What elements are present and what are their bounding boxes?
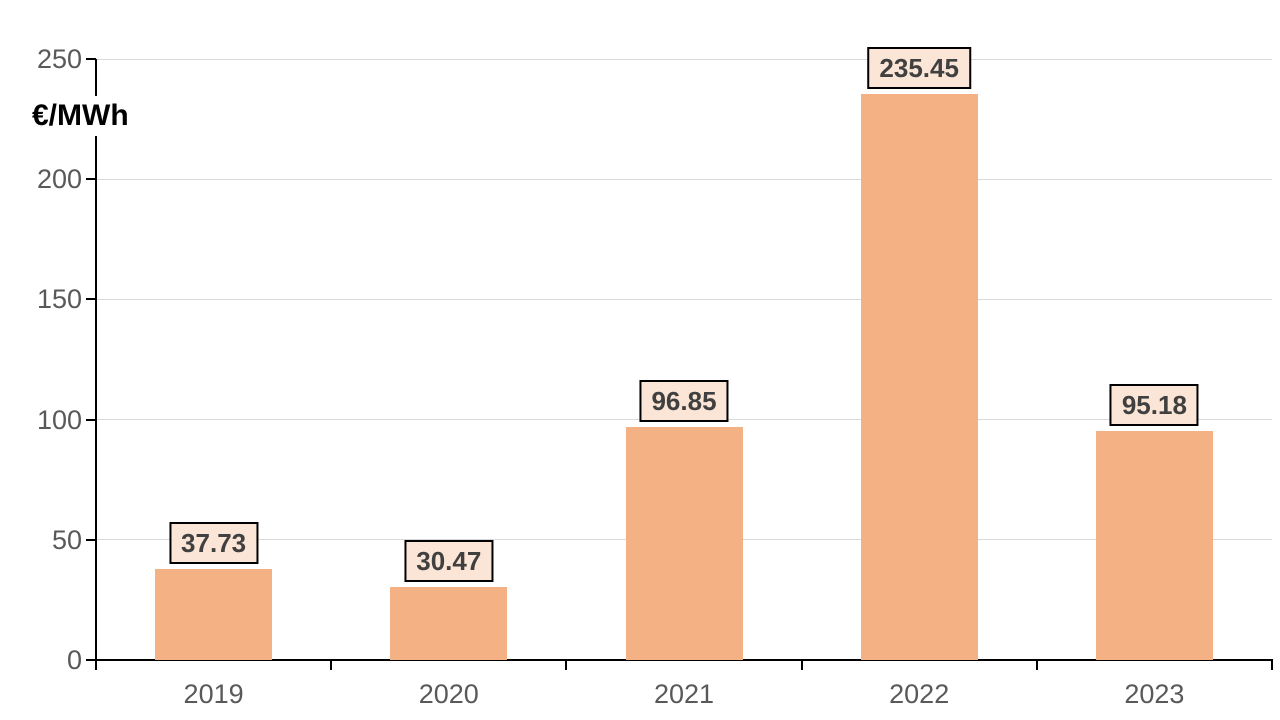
x-axis-tick-2 [565, 661, 568, 670]
x-axis-label-2020: 2020 [418, 679, 479, 709]
y-axis-label-150: 150 [36, 284, 82, 315]
y-axis-label-0: 0 [66, 645, 82, 675]
gridline-150 [96, 298, 1272, 300]
gridline-200 [96, 178, 1272, 180]
y-axis-tick-50 [86, 538, 96, 541]
x-axis-label-2019: 2019 [183, 679, 244, 709]
bar-2019 [155, 569, 273, 660]
data-label-2023: 95.18 [1109, 384, 1199, 427]
data-label-2019: 37.73 [169, 522, 259, 565]
data-label-2022: 235.45 [867, 46, 971, 89]
y-axis-label-100: 100 [36, 404, 82, 435]
gridline-250 [96, 58, 1272, 60]
y-axis-tick-250 [86, 58, 96, 60]
y-axis-tick-100 [86, 418, 96, 421]
y-axis-label-200: 200 [36, 164, 82, 195]
x-axis-label-2021: 2021 [653, 679, 715, 709]
bar-2020 [390, 586, 508, 660]
y-axis-line [95, 59, 97, 660]
y-axis-tick-0 [86, 659, 96, 661]
bar-2023 [1095, 431, 1213, 660]
data-label-2021: 96.85 [639, 380, 729, 423]
x-axis-tick-3 [800, 661, 803, 670]
x-axis-line [95, 659, 1273, 661]
x-axis-tick-4 [1035, 661, 1038, 670]
y-axis-label-250: 250 [36, 44, 82, 74]
x-axis-label-2022: 2022 [889, 679, 950, 709]
x-axis-tick-5 [1271, 661, 1273, 670]
y-axis-title: €/MWh [26, 96, 135, 136]
data-label-2020: 30.47 [404, 539, 494, 582]
y-axis-tick-150 [86, 298, 96, 301]
y-axis-tick-200 [86, 178, 96, 181]
x-axis-tick-0 [95, 661, 97, 670]
bar-2022 [860, 93, 978, 660]
x-axis-label-2023: 2023 [1124, 679, 1185, 709]
x-axis-tick-1 [330, 661, 333, 670]
bar-2021 [625, 427, 743, 660]
y-axis-label-50: 50 [51, 524, 82, 555]
